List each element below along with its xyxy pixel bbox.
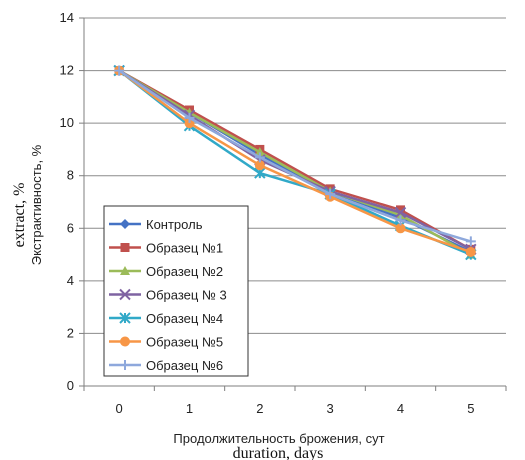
legend-label: Образец №4 — [146, 311, 223, 326]
marker-circle — [465, 246, 476, 257]
marker-plus — [120, 360, 130, 370]
marker-circle — [120, 336, 130, 347]
legend-label: Образец №6 — [146, 358, 223, 373]
legend-item: Образец №1 — [109, 241, 223, 256]
x-tick-label: 5 — [467, 401, 474, 416]
y-tick-label: 0 — [67, 378, 74, 393]
marker-plus — [325, 189, 336, 200]
series-line — [118, 69, 472, 256]
data-series — [113, 64, 477, 261]
x-tick-label: 3 — [327, 401, 334, 416]
series-line — [118, 69, 472, 251]
marker-triangle — [395, 210, 406, 220]
x-tick-labels: 0 1 2 3 4 5 — [116, 401, 475, 416]
x-axis-label-en: duration, days — [233, 445, 324, 460]
marker-triangle — [120, 266, 130, 275]
legend: Контроль Образец №1 Образец №2 Образец № 3 О… — [103, 205, 249, 377]
y-tick-label: 10 — [60, 115, 74, 130]
series-7 — [114, 65, 476, 247]
y-tick-label: 14 — [60, 10, 74, 25]
marker-plus — [395, 215, 406, 226]
series-line — [118, 69, 472, 256]
marker-plus — [465, 236, 476, 247]
y-tick-label: 8 — [67, 168, 74, 183]
marker-circle — [395, 223, 406, 234]
y-tick-label: 2 — [67, 325, 74, 340]
y-tick-label: 6 — [67, 220, 74, 235]
y-axis-label-en: extract, % — [11, 183, 28, 248]
legend-item: Образец №4 — [109, 311, 223, 326]
marker-x — [394, 206, 407, 219]
legend-label: Образец №2 — [146, 264, 223, 279]
marker-star — [119, 312, 131, 324]
series-line — [118, 69, 472, 254]
x-tick-label: 1 — [186, 401, 193, 416]
marker-plus — [114, 65, 125, 76]
marker-square — [396, 205, 405, 215]
y-axis-label-ru: Экстрактивность, % — [29, 144, 44, 265]
y-tick-label: 12 — [60, 63, 74, 78]
legend-item: Контроль — [109, 217, 203, 232]
marker-square — [120, 243, 130, 252]
y-tick-label: 4 — [67, 273, 74, 288]
x-axis-label-ru: Продолжительность брожения, сут — [173, 431, 384, 446]
marker-plus — [184, 112, 195, 123]
marker-x — [119, 288, 131, 301]
legend-item: Образец №5 — [109, 335, 223, 350]
legend-label: Контроль — [146, 217, 203, 232]
legend-label: Образец №5 — [146, 335, 223, 350]
legend-item: Образец №2 — [109, 264, 223, 279]
series-line — [118, 69, 472, 243]
legend-label: Образец №1 — [146, 241, 223, 256]
legend-item: Образец № 3 — [109, 288, 227, 303]
x-tick-label: 0 — [116, 401, 123, 416]
marker-triangle — [254, 147, 265, 157]
x-tick-label: 4 — [397, 401, 404, 416]
axes — [79, 17, 507, 391]
marker-circle — [254, 160, 265, 171]
marker-plus — [254, 152, 265, 163]
x-tick-label: 2 — [256, 401, 263, 416]
marker-diamond — [120, 219, 130, 229]
legend-item: Образец №6 — [109, 358, 223, 373]
legend-label: Образец № 3 — [146, 288, 227, 303]
y-tick-labels: 0 2 4 6 8 10 12 14 — [60, 10, 74, 393]
